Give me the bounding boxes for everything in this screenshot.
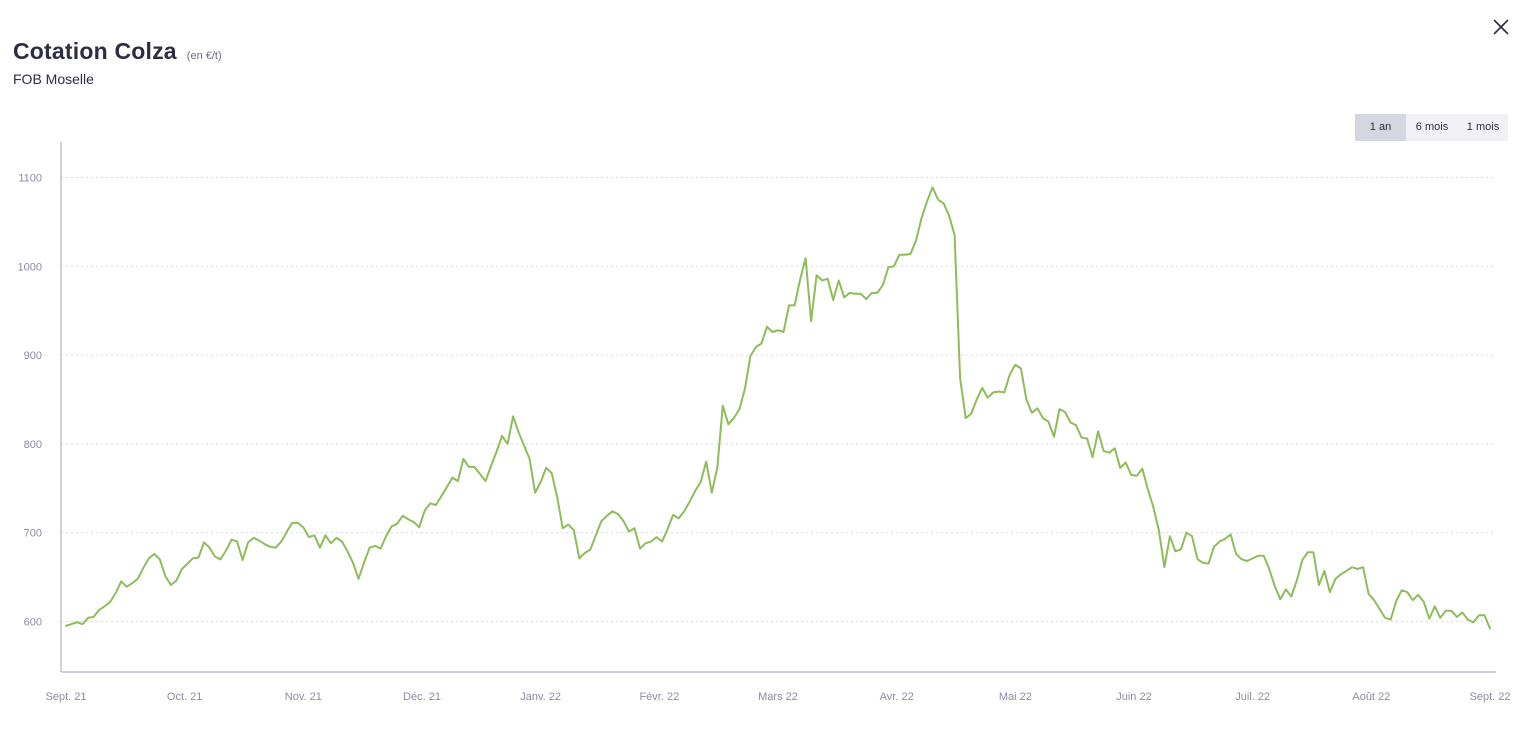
y-tick-label-900: 900 <box>24 350 42 362</box>
title-row: Cotation Colza (en €/t) <box>13 38 222 65</box>
y-tick-label-1000: 1000 <box>18 261 42 273</box>
range-button-1-year[interactable]: 1 an <box>1355 114 1406 141</box>
x-tick-label-10: Juil. 22 <box>1235 691 1270 703</box>
y-tick-label-800: 800 <box>24 439 42 451</box>
close-icon[interactable] <box>1490 16 1512 38</box>
x-tick-label-9: Juin 22 <box>1116 691 1151 703</box>
x-tick-label-0: Sept. 21 <box>46 691 87 703</box>
chart-unit: (en €/t) <box>186 50 222 62</box>
y-tick-label-600: 600 <box>24 616 42 628</box>
y-tick-label-1100: 1100 <box>18 173 42 185</box>
range-button-1-month[interactable]: 1 mois <box>1466 121 1500 133</box>
x-tick-label-8: Mai 22 <box>999 691 1032 703</box>
x-tick-label-7: Avr. 22 <box>880 691 914 703</box>
y-tick-label-700: 700 <box>24 528 42 540</box>
range-selector: 1 an 6 mois 1 mois <box>1355 114 1508 141</box>
x-tick-label-3: Déc. 21 <box>403 691 441 703</box>
x-tick-label-5: Févr. 22 <box>639 691 679 703</box>
x-tick-label-1: Oct. 21 <box>167 691 202 703</box>
chart-title: Cotation Colza <box>13 38 177 64</box>
x-tick-label-2: Nov. 21 <box>285 691 322 703</box>
x-tick-label-12: Sept. 22 <box>1470 691 1511 703</box>
x-tick-label-6: Mars 22 <box>758 691 798 703</box>
x-tick-label-11: Août 22 <box>1352 691 1390 703</box>
chart-header: Cotation Colza (en €/t) FOB Moselle <box>13 38 222 87</box>
range-button-6-months[interactable]: 6 mois <box>1415 121 1449 133</box>
chart-subtitle: FOB Moselle <box>13 71 94 87</box>
x-tick-label-4: Janv. 22 <box>520 691 561 703</box>
series-line-0 <box>65 186 1491 630</box>
